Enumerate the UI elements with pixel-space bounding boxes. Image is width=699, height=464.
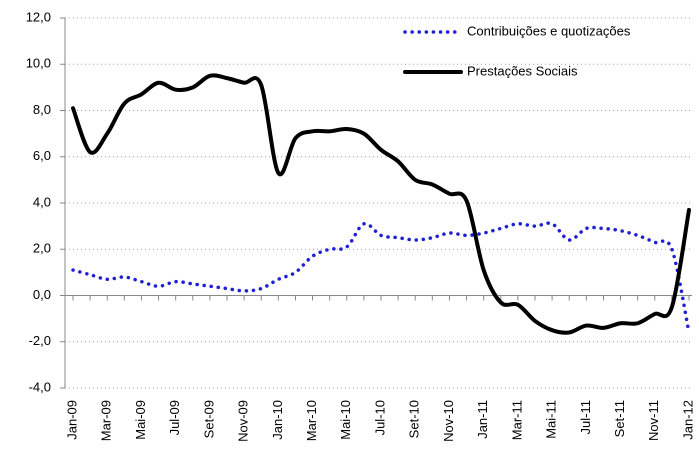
y-tick-label: 6,0	[33, 148, 51, 163]
legend-label: Contribuições e quotizações	[467, 23, 631, 38]
x-tick-label: Nov-09	[236, 400, 251, 442]
y-tick-label: -2,0	[29, 333, 51, 348]
y-tick-label: 0,0	[33, 287, 51, 302]
x-tick-label: Jul-11	[578, 400, 593, 434]
x-tick-label: Mar-10	[304, 400, 319, 441]
y-tick-label: 2,0	[33, 241, 51, 256]
x-tick-label: Mar-11	[509, 400, 524, 440]
x-tick-label: Set-09	[201, 400, 216, 438]
x-tick-label: Mai-09	[133, 400, 148, 440]
x-tick-label: Jul-10	[372, 400, 387, 435]
x-tick-label: Jan-10	[270, 400, 285, 440]
x-tick-label: Set-11	[612, 400, 627, 437]
series-line	[71, 221, 691, 335]
series-line	[71, 73, 691, 335]
legend-label: Prestações Sociais	[467, 63, 578, 78]
x-tick-label: Jul-09	[167, 400, 182, 435]
x-tick-label: Jan-12	[680, 400, 695, 440]
y-tick-label: -4,0	[29, 379, 51, 394]
x-tick-label: Set-10	[407, 400, 422, 438]
x-tick-label: Mai-11	[544, 400, 559, 439]
x-tick-label: Mai-10	[338, 400, 353, 440]
y-tick-label: 8,0	[33, 102, 51, 117]
x-tick-label: Mar-09	[99, 400, 114, 441]
y-tick-label: 12,0	[26, 9, 51, 24]
x-tick-label: Nov-11	[646, 400, 661, 441]
y-tick-label: 10,0	[26, 56, 51, 71]
y-tick-label: 4,0	[33, 194, 51, 209]
x-tick-label: Jan-09	[64, 400, 79, 440]
x-tick-label: Nov-10	[441, 400, 456, 442]
x-tick-label: Jan-11	[475, 400, 490, 439]
